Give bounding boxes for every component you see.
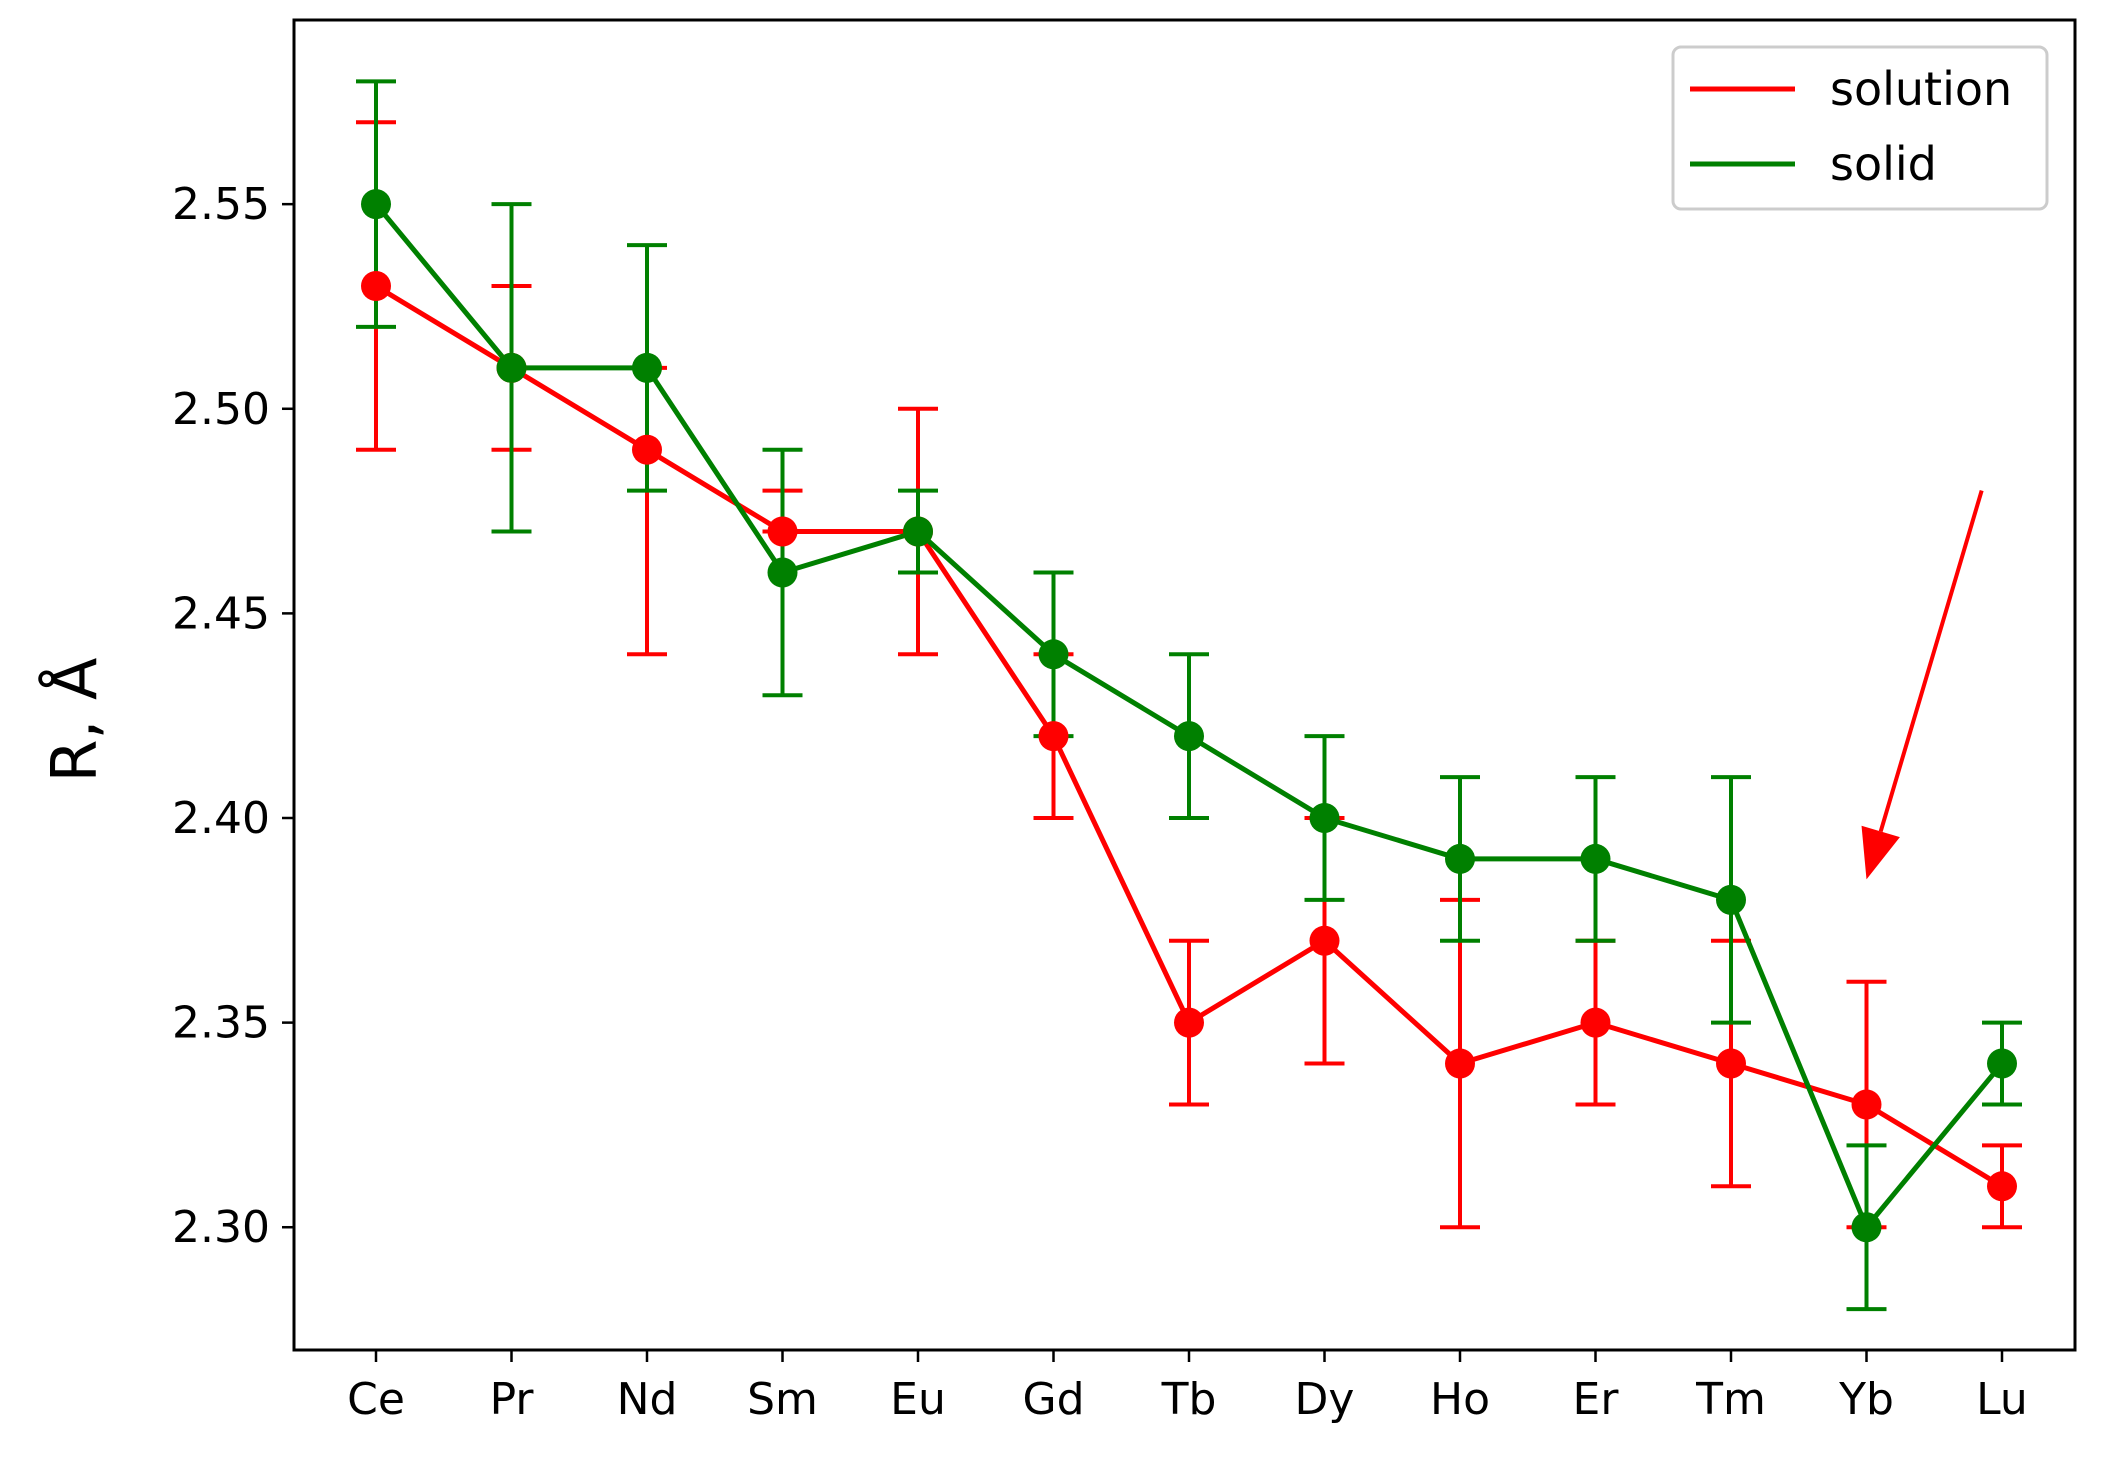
solution-point (1445, 1048, 1475, 1079)
solid-point (1716, 884, 1746, 915)
y-axis-title: R, Å (38, 658, 111, 783)
x-tick-label: Lu (1976, 1374, 2028, 1425)
series-markers (361, 189, 2017, 1243)
x-tick-label: Sm (747, 1374, 818, 1425)
solid-point (632, 352, 662, 383)
solid-point (1445, 843, 1475, 874)
solution-point (1174, 1007, 1204, 1038)
solution-point (361, 271, 391, 301)
solution-point (632, 434, 662, 465)
solid-point (1174, 721, 1204, 752)
solution-point (1987, 1171, 2017, 1202)
x-tick-label: Tb (1161, 1374, 1217, 1425)
solution-point (1851, 1089, 1882, 1120)
x-tick-label: Ho (1430, 1374, 1490, 1425)
solution-point (1038, 721, 1069, 752)
y-tick-label: 2.35 (172, 998, 270, 1049)
solid-point (1987, 1048, 2017, 1079)
y-tick-label: 2.55 (172, 179, 270, 230)
solid-point (1038, 639, 1069, 670)
x-tick-label: Er (1573, 1374, 1620, 1425)
y-tick-label: 2.50 (172, 384, 270, 435)
x-tick-label: Nd (617, 1374, 678, 1425)
x-tick-label: Pr (490, 1374, 535, 1425)
error-bars (356, 79, 2022, 1312)
x-tick-label: Yb (1838, 1374, 1894, 1425)
y-axis: 2.30 2.35 2.40 2.45 2.50 2.55 (172, 179, 294, 1253)
legend: solution solid (1671, 45, 2049, 211)
legend-label-solid: solid (1830, 137, 1937, 191)
x-tick-label: Ce (347, 1374, 405, 1425)
x-axis: Ce Pr Nd Sm Eu Gd Tb Dy Ho Er Tm Yb Lu (347, 1350, 2028, 1425)
y-tick-label: 2.40 (172, 793, 270, 844)
solid-point (496, 352, 527, 383)
solution-point (1716, 1048, 1746, 1079)
legend-label-solution: solution (1830, 62, 2012, 116)
solution-point (767, 516, 798, 547)
solid-point (1580, 843, 1611, 874)
solid-point (767, 557, 798, 588)
x-tick-label: Dy (1295, 1374, 1355, 1425)
annotations (1861, 490, 1984, 880)
plot-frame (292, 18, 2077, 1352)
annotation-arrow-head (1861, 825, 1900, 880)
y-tick-label: 2.45 (172, 588, 270, 639)
solid-point (903, 516, 933, 547)
x-tick-label: Eu (890, 1374, 946, 1425)
solution-point (1580, 1007, 1611, 1038)
y-tick-label: 2.30 (172, 1202, 270, 1253)
solid-point (1851, 1212, 1882, 1243)
solid-point (1309, 803, 1340, 833)
solution-point (1309, 925, 1340, 956)
x-tick-label: Tm (1695, 1374, 1766, 1425)
x-tick-label: Gd (1022, 1374, 1084, 1425)
annotation-arrow-shaft (1878, 490, 1984, 833)
solid-point (361, 189, 391, 220)
